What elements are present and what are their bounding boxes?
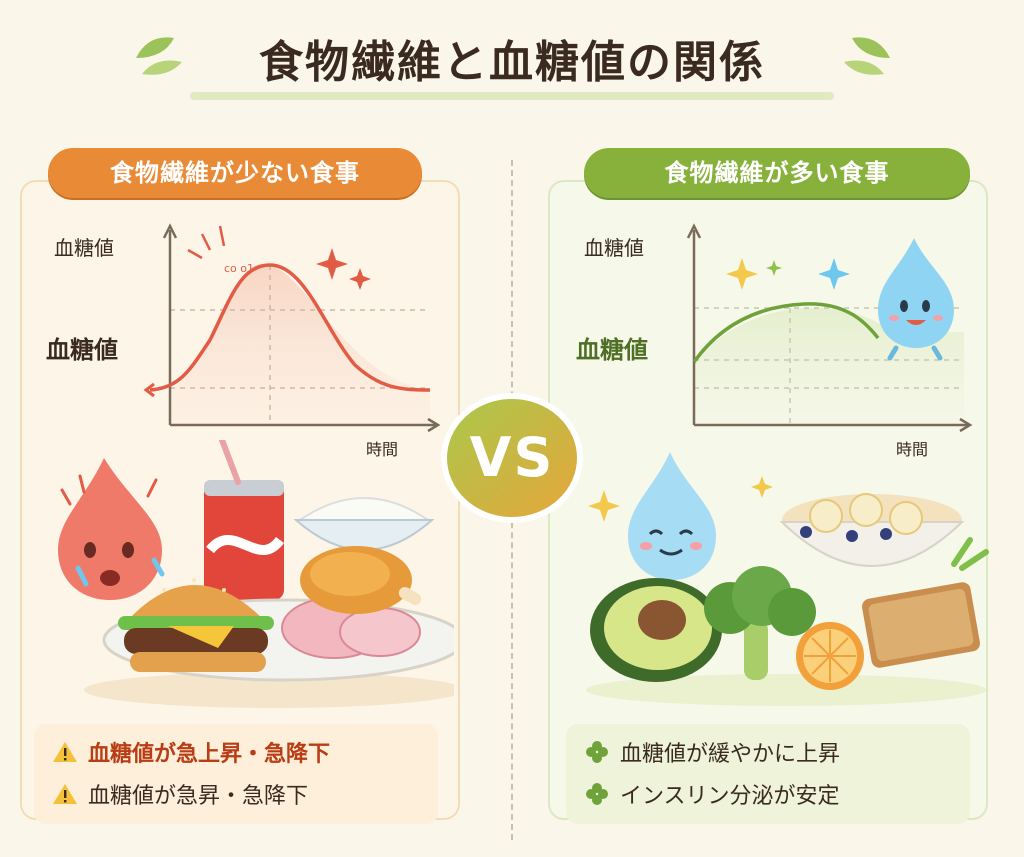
oatmeal-bowl-icon bbox=[779, 493, 965, 567]
low-fiber-notes: 血糖値が急上昇・急降下 血糖値が急昇・急降下 bbox=[34, 724, 438, 824]
low-fiber-area bbox=[170, 263, 430, 425]
leaf-left-icon bbox=[136, 37, 182, 75]
healthy-food-illustration bbox=[586, 452, 989, 706]
low-fiber-note-2: 血糖値が急昇・急降下 bbox=[52, 778, 308, 810]
sparkle-yellow-icon bbox=[588, 490, 620, 522]
smiling-water-drop-icon bbox=[628, 452, 716, 580]
broccoli-icon bbox=[704, 566, 816, 680]
vs-circle bbox=[441, 393, 583, 523]
high-fiber-curve bbox=[692, 302, 880, 364]
whole-grain-bread-icon bbox=[862, 537, 989, 668]
clover-icon bbox=[586, 741, 608, 763]
junk-food-illustration bbox=[58, 440, 454, 708]
left-x-label: 時間 bbox=[366, 440, 399, 459]
title-underline bbox=[190, 92, 834, 100]
hamburger-icon bbox=[118, 578, 274, 672]
clover-icon bbox=[586, 783, 608, 805]
page-title: 食物繊維と血糖値の関係 bbox=[259, 37, 765, 88]
sparkle-red-icon bbox=[316, 248, 348, 280]
rice-bowl-icon bbox=[293, 497, 435, 551]
right-y-label-mid: 血糖値 bbox=[576, 336, 648, 364]
vs-text: VS bbox=[469, 426, 555, 489]
sad-blood-drop-icon bbox=[58, 458, 165, 600]
sparkle-blue-icon bbox=[818, 258, 850, 290]
left-chart-annotation: co o1 bbox=[224, 262, 255, 275]
sparkle-green-icon bbox=[766, 260, 782, 276]
warning-icon bbox=[53, 742, 77, 762]
avocado-icon bbox=[590, 578, 722, 682]
fried-chicken-icon bbox=[300, 546, 422, 614]
orange-slice-icon bbox=[796, 622, 864, 690]
vs-badge: VS bbox=[432, 388, 592, 528]
low-fiber-chart bbox=[143, 223, 440, 433]
sparkle-red-small-icon bbox=[349, 268, 371, 290]
happy-water-drop-icon bbox=[878, 238, 954, 361]
sparkle-small-icon bbox=[751, 476, 773, 498]
high-fiber-note-1: 血糖値が緩やかに上昇 bbox=[584, 736, 840, 768]
sparkle-gold-icon bbox=[726, 258, 758, 290]
spike-lines bbox=[187, 225, 226, 260]
left-y-label-top: 血糖値 bbox=[54, 236, 114, 260]
right-y-label-top: 血糖値 bbox=[584, 236, 644, 260]
low-fiber-note-1: 血糖値が急上昇・急降下 bbox=[52, 736, 330, 768]
high-fiber-notes: 血糖値が緩やかに上昇 インスリン分泌が安定 bbox=[566, 724, 970, 824]
leaf-right-icon bbox=[844, 37, 890, 75]
soda-can-icon bbox=[204, 440, 285, 600]
left-y-label-mid: 血糖値 bbox=[46, 336, 118, 364]
right-x-label: 時間 bbox=[896, 440, 929, 459]
high-fiber-tag: 食物繊維が多い食事 bbox=[584, 148, 970, 198]
high-fiber-note-2: インスリン分泌が安定 bbox=[584, 778, 840, 810]
low-fiber-curve bbox=[149, 263, 431, 392]
high-fiber-chart bbox=[686, 223, 973, 433]
warning-icon bbox=[53, 784, 77, 804]
low-fiber-tag: 食物繊維が少ない食事 bbox=[48, 148, 422, 198]
